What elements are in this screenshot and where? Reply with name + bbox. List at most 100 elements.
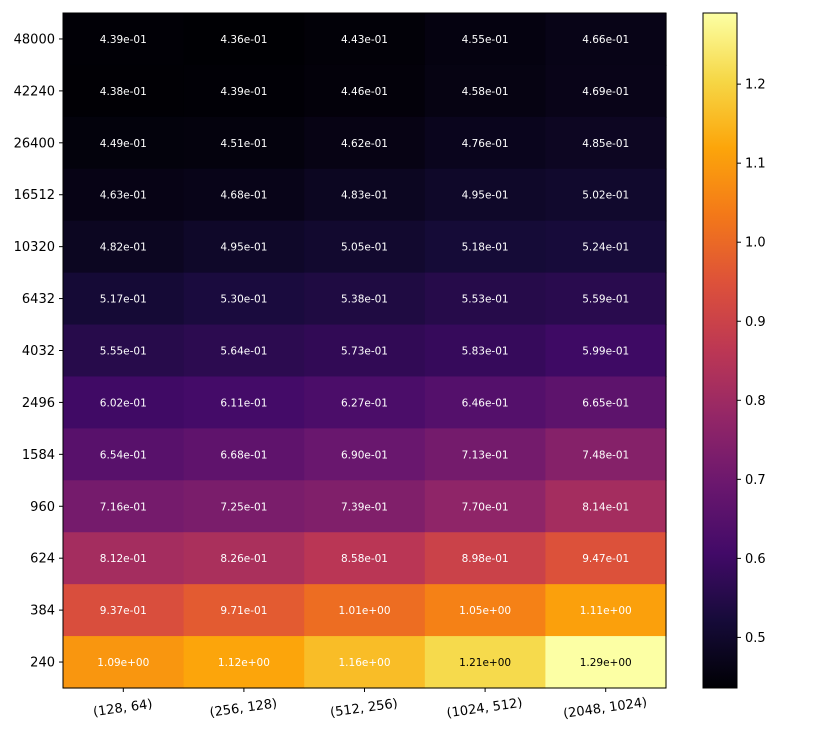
colorbar-tick-label: 0.9 (745, 315, 766, 330)
heatmap-cell (424, 272, 546, 326)
cell-value-label: 4.36e-01 (220, 34, 267, 46)
heatmap-cell (545, 168, 667, 222)
cell-value-label: 5.24e-01 (582, 242, 629, 254)
cell-value-label: 1.01e+00 (339, 605, 391, 617)
heatmap-cell (63, 636, 185, 689)
heatmap-cell (304, 13, 426, 66)
heatmap-cell (545, 376, 667, 429)
heatmap-cell (304, 636, 426, 689)
heatmap-cell (183, 64, 305, 118)
y-tick-label: 624 (30, 552, 55, 567)
heatmap-cell (545, 636, 667, 689)
heatmap-cell (545, 584, 667, 637)
cell-value-label: 5.53e-01 (462, 294, 509, 306)
cell-value-label: 6.68e-01 (220, 449, 267, 461)
y-tick-label: 4032 (22, 344, 55, 359)
cell-value-label: 7.48e-01 (582, 449, 629, 461)
cell-value-label: 5.59e-01 (582, 294, 629, 306)
cell-value-label: 5.99e-01 (582, 346, 629, 358)
cell-value-label: 4.69e-01 (582, 86, 629, 98)
heatmap-cell (424, 168, 546, 222)
heatmap-cell (304, 220, 426, 274)
heatmap-cell (63, 532, 185, 585)
colorbar-rect (702, 12, 738, 689)
cell-value-label: 1.09e+00 (97, 657, 149, 669)
heatmap-cell (183, 220, 305, 274)
cell-value-label: 4.51e-01 (220, 138, 267, 150)
cell-value-label: 1.16e+00 (339, 657, 391, 669)
heatmap-cell (545, 116, 667, 170)
cell-value-label: 4.63e-01 (100, 190, 147, 202)
colorbar-tick-label: 1.0 (745, 236, 766, 251)
heatmap-cell (183, 636, 305, 689)
colorbar-tick-label: 0.6 (745, 552, 766, 567)
cell-value-label: 1.12e+00 (218, 657, 270, 669)
cell-value-label: 8.26e-01 (220, 553, 267, 565)
colorbar-tick-label: 0.8 (745, 394, 766, 409)
heatmap-cell (183, 272, 305, 326)
cell-value-label: 5.17e-01 (100, 294, 147, 306)
heatmap-cell (183, 13, 305, 66)
y-tick-label: 42240 (14, 84, 55, 99)
heatmap-cell (545, 480, 667, 533)
heatmap-cell (304, 324, 426, 378)
cell-value-label: 4.49e-01 (100, 138, 147, 150)
heatmap-cell (183, 584, 305, 637)
cell-value-label: 8.98e-01 (462, 553, 509, 565)
heatmap-cell (424, 428, 546, 481)
cell-value-label: 7.70e-01 (462, 501, 509, 513)
cell-value-label: 5.38e-01 (341, 294, 388, 306)
heatmap-cell (545, 220, 667, 274)
cell-value-label: 4.95e-01 (220, 242, 267, 254)
heatmap-cell (304, 116, 426, 170)
cell-value-label: 6.27e-01 (341, 397, 388, 409)
y-tick-label: 1584 (22, 448, 55, 463)
heatmap-cell (63, 168, 185, 222)
colorbar-tick-label: 0.5 (745, 631, 766, 646)
cell-value-label: 4.82e-01 (100, 242, 147, 254)
cell-value-label: 4.55e-01 (462, 34, 509, 46)
x-tick-label: (512, 256) (329, 696, 398, 720)
cell-value-label: 8.12e-01 (100, 553, 147, 565)
y-tick-label: 384 (30, 604, 55, 619)
cell-value-label: 1.29e+00 (580, 657, 632, 669)
cell-value-label: 1.21e+00 (459, 657, 511, 669)
cell-value-label: 5.83e-01 (462, 346, 509, 358)
cell-value-label: 7.39e-01 (341, 501, 388, 513)
y-tick-label: 240 (30, 656, 55, 671)
heatmap-cell (424, 13, 546, 66)
heatmap-cell (63, 324, 185, 378)
cell-value-label: 8.14e-01 (582, 501, 629, 513)
x-tick-label: (128, 64) (92, 697, 153, 720)
cell-value-label: 4.62e-01 (341, 138, 388, 150)
cell-value-label: 4.83e-01 (341, 190, 388, 202)
heatmap-cell (304, 428, 426, 481)
heatmap-cell (183, 428, 305, 481)
cell-value-label: 5.05e-01 (341, 242, 388, 254)
heatmap-cell (63, 116, 185, 170)
cell-value-label: 4.38e-01 (100, 86, 147, 98)
heatmap-cell (424, 220, 546, 274)
cell-value-label: 7.25e-01 (220, 501, 267, 513)
heatmap-cell (183, 168, 305, 222)
heatmap-cell (304, 480, 426, 533)
cell-value-label: 6.46e-01 (462, 397, 509, 409)
cell-value-label: 5.02e-01 (582, 190, 629, 202)
heatmap-cell (304, 64, 426, 118)
cell-value-label: 4.58e-01 (462, 86, 509, 98)
cell-value-label: 6.11e-01 (220, 397, 267, 409)
heatmap-cell (545, 324, 667, 378)
heatmap-grid (63, 13, 667, 689)
heatmap-cell (183, 376, 305, 429)
heatmap-cell (183, 324, 305, 378)
y-tick-label: 10320 (14, 240, 55, 255)
heatmap-cell (183, 532, 305, 585)
heatmap-cell (424, 324, 546, 378)
heatmap-cell (545, 272, 667, 326)
cell-value-label: 5.55e-01 (100, 346, 147, 358)
cell-value-label: 4.46e-01 (341, 86, 388, 98)
heatmap-cell (424, 480, 546, 533)
heatmap-cell (63, 272, 185, 326)
cell-value-label: 6.54e-01 (100, 449, 147, 461)
heatmap-cell (424, 636, 546, 689)
